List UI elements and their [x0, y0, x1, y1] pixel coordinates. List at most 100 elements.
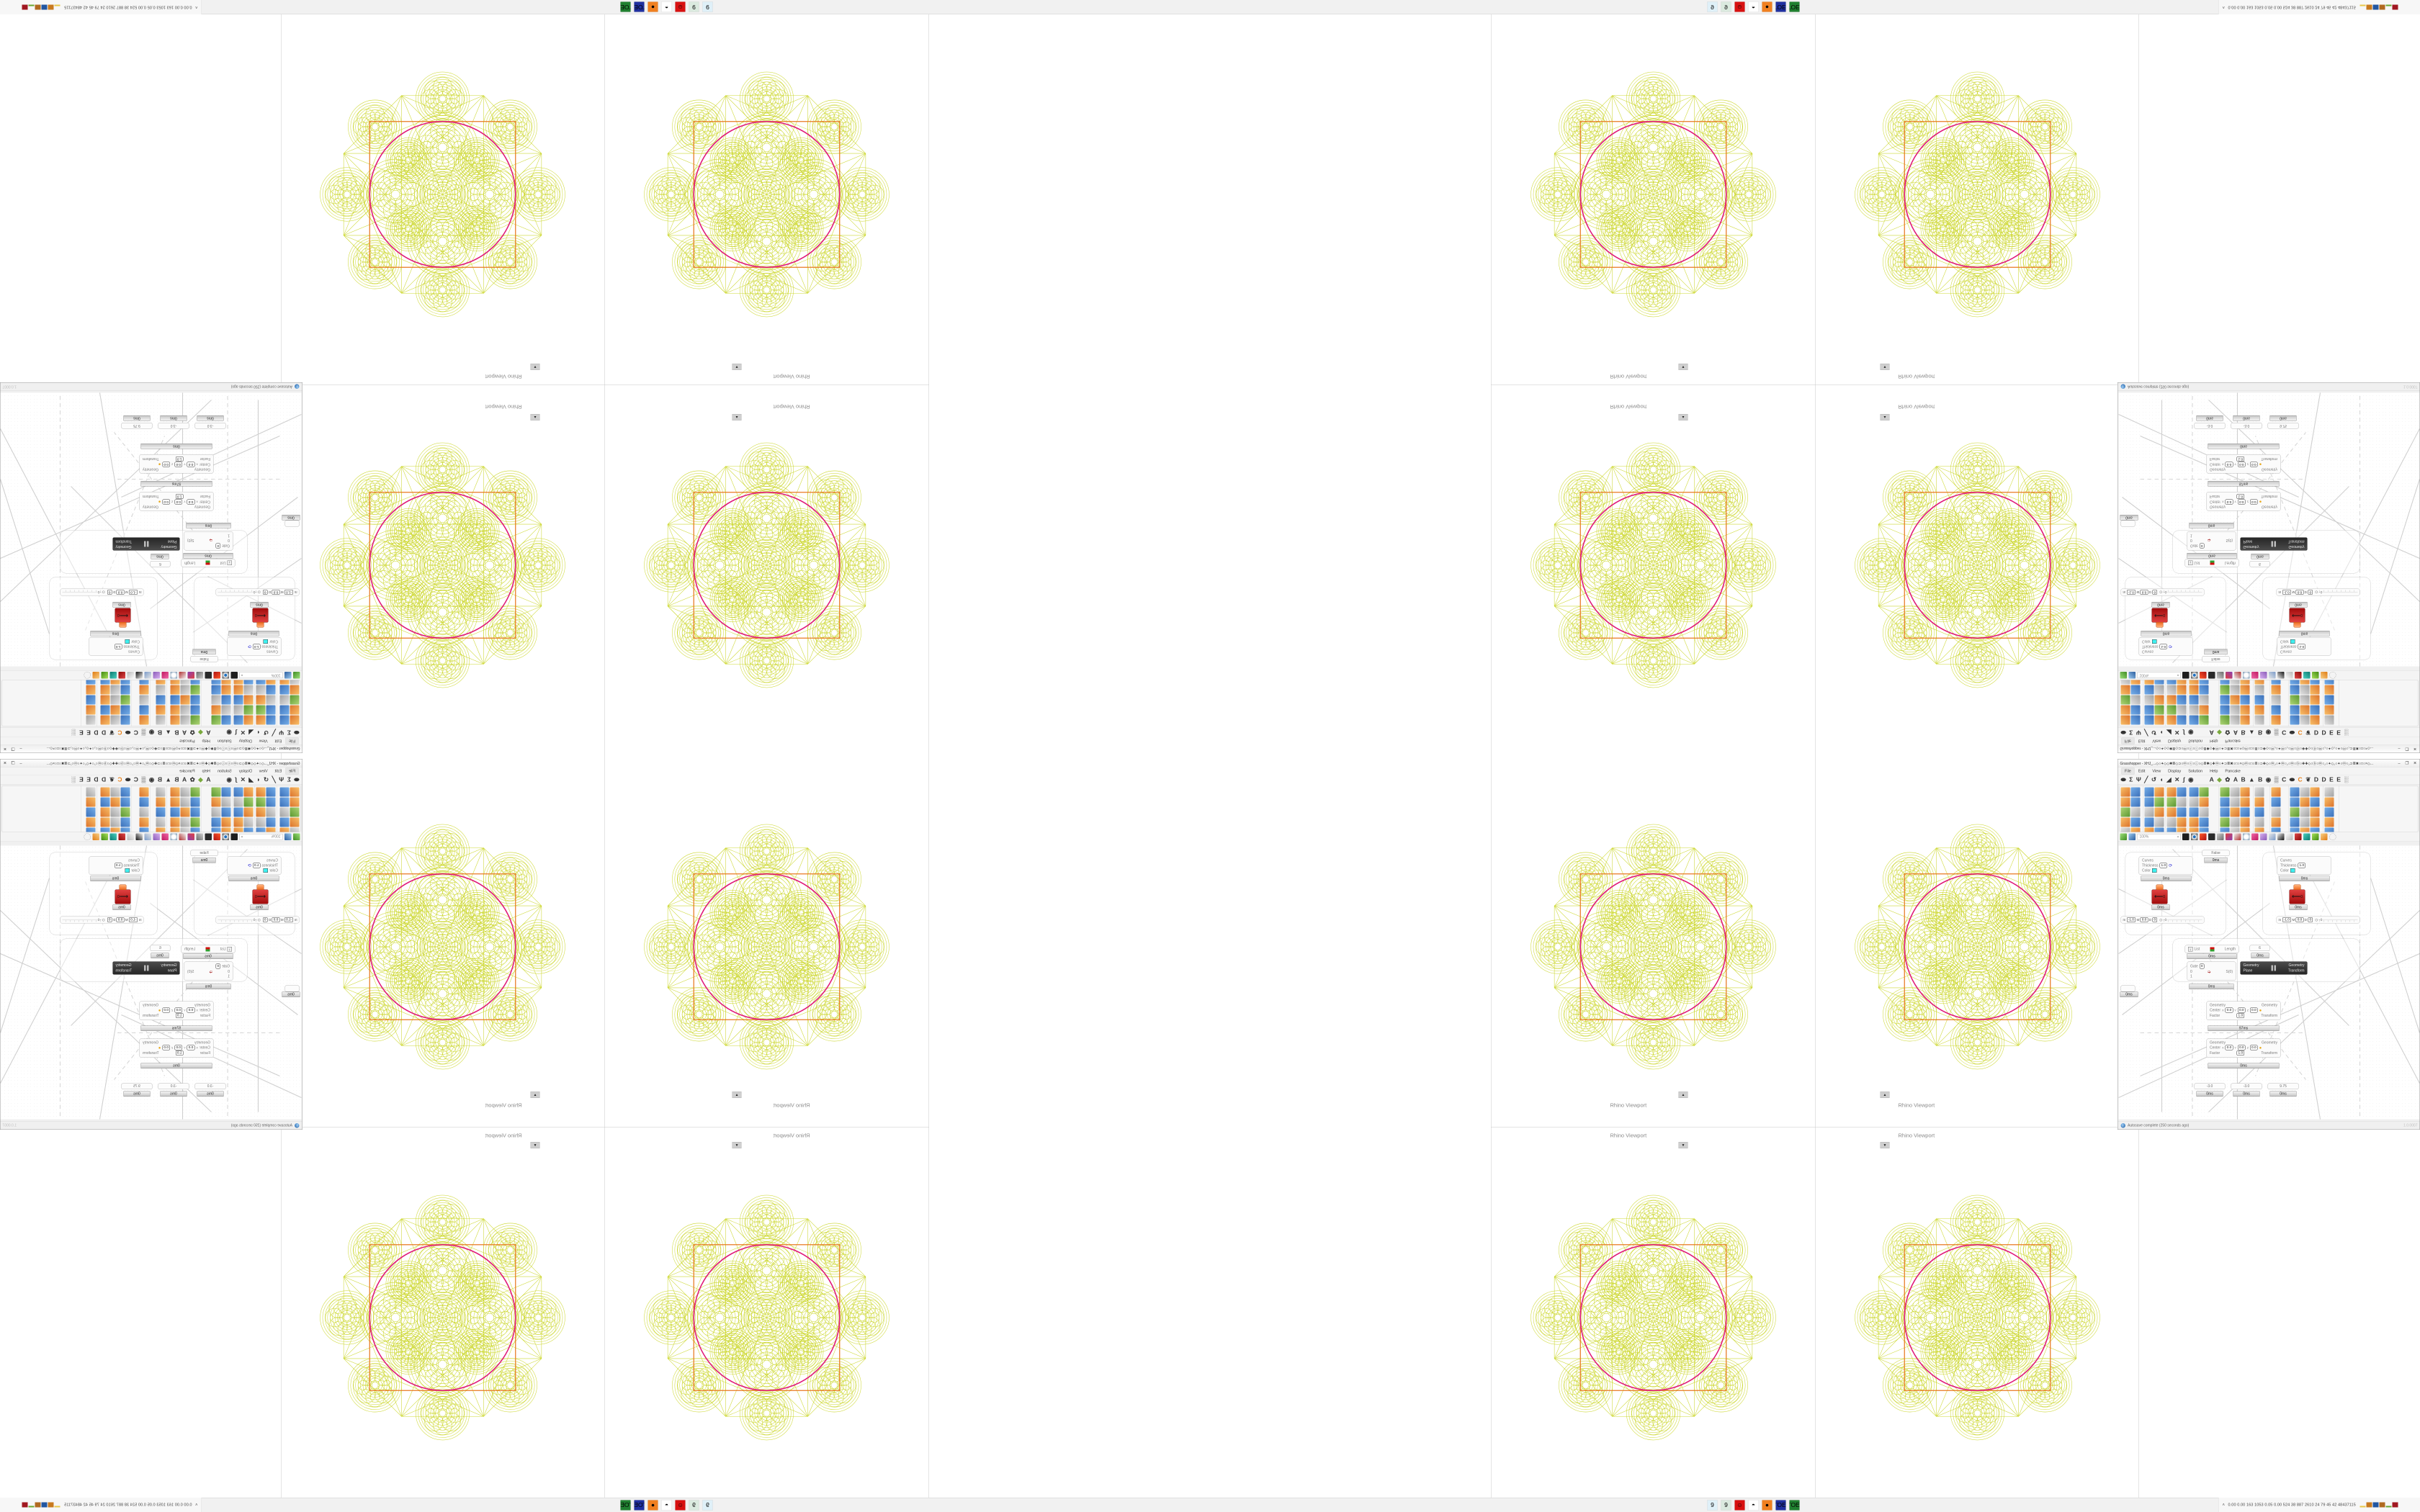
component-icon[interactable] [234, 680, 243, 685]
tab-icon-5[interactable]: ▲ [2249, 729, 2254, 736]
slider-max-value-2[interactable]: 0.0 [117, 917, 125, 922]
ribbon-group-goals-col[interactable]: Goals-Col [2166, 786, 2188, 832]
toolbar-glyph-2[interactable]: Ψ [2136, 777, 2141, 783]
component-icon[interactable] [244, 685, 254, 695]
component-icon[interactable] [2177, 685, 2187, 695]
bake-icon[interactable] [2200, 672, 2207, 679]
component-icon[interactable] [2325, 828, 2334, 833]
component-icon[interactable] [2290, 798, 2300, 807]
toolbar-glyph-0[interactable]: ⬬ [294, 777, 299, 783]
component-icon[interactable] [2220, 798, 2230, 807]
component-icon[interactable] [244, 798, 254, 807]
component-icon[interactable] [222, 818, 231, 827]
component-icon[interactable] [212, 798, 221, 807]
toolbar-glyph-2[interactable]: Ψ [279, 777, 284, 783]
center-y-2[interactable]: 0.0 [174, 1045, 182, 1050]
toolbar-glyph-8[interactable]: ʃ [2183, 777, 2185, 783]
menu-item-pancake[interactable]: Pancake [176, 738, 198, 744]
component-icon[interactable] [212, 680, 221, 685]
scale-node-2[interactable]: Geometry Geometry Center X 0.0 Y 0.0 Z 0… [2207, 454, 2281, 474]
component-icon[interactable] [2290, 818, 2300, 827]
grasshopper-canvas[interactable]: Curves Thickness 1.0 ⟳ Color 0ms [1, 393, 302, 667]
number-param-2[interactable]: -3.0 [2231, 1084, 2262, 1090]
tab-icon-4[interactable]: B [2241, 729, 2246, 736]
component-icon[interactable] [2145, 798, 2154, 807]
tab-icon-3[interactable]: A [182, 729, 187, 736]
slider-track-left[interactable]: -1 [218, 590, 261, 595]
menu-item-display[interactable]: Display [236, 768, 255, 774]
tab-icon-10[interactable]: ⬬ [2290, 729, 2295, 736]
toolbar-glyph-7[interactable]: ✕ [2174, 777, 2179, 783]
scale-node-1[interactable]: Geometry Geometry Center X 0.0 Y 0.0 Z 0… [140, 1002, 214, 1021]
viewport-tab-bl[interactable]: ▼ [1679, 364, 1688, 370]
component-icon[interactable] [2145, 685, 2154, 695]
component-icon[interactable] [156, 788, 166, 797]
gha-icon[interactable] [188, 834, 195, 841]
component-icon[interactable] [2241, 680, 2250, 685]
component-icon[interactable] [212, 788, 221, 797]
component-icon[interactable] [266, 808, 276, 817]
toolbar-glyph-9[interactable]: ◉ [226, 729, 231, 736]
tray-expand-icon[interactable]: ˄ [2223, 1503, 2226, 1508]
disabled-transform-node[interactable]: Geometry Plane Geometry Transform [113, 962, 180, 975]
component-icon[interactable] [2190, 696, 2199, 705]
tab-icon-17[interactable]: ░ [72, 729, 76, 736]
tab-icon-8[interactable]: ▒ [2275, 729, 2279, 736]
component-icon[interactable] [2121, 798, 2130, 807]
component-icon[interactable] [2131, 706, 2141, 715]
component-icon[interactable] [156, 828, 166, 833]
shade-white-icon[interactable] [127, 834, 135, 841]
component-icon[interactable] [290, 716, 300, 725]
component-icon[interactable] [2145, 788, 2154, 797]
windows-taskbar[interactable]: ὚9 ὜9 ☺ ◓ ● ὋE ὋE ˄ 0.00 0.00 163 1053 0.05 0.… [0, 1498, 1210, 1512]
component-icon[interactable] [101, 716, 110, 725]
viewport-tab-bl[interactable]: ▼ [732, 364, 742, 370]
bake-icon[interactable] [214, 672, 221, 679]
kangaroo-solver-right[interactable]: ⟵ 0 [2290, 608, 2305, 623]
rhino-viewport-area[interactable]: Rhino Viewport ▲ Rhino Viewport ▲ Rhino … [281, 756, 929, 1498]
tab-icon-6[interactable]: B [2258, 729, 2262, 736]
menu-item-file[interactable]: File [286, 768, 299, 774]
number-param-2[interactable]: -3.0 [158, 1084, 189, 1090]
preview-teal-icon[interactable] [2303, 672, 2311, 679]
number-slider-left[interactable]: m -1.0 M 0.0 D 0 -1 [216, 917, 300, 924]
thickness-value-right[interactable]: 1.0 [115, 863, 122, 868]
badger-app-icon[interactable]: ◓ [661, 1500, 672, 1511]
component-icon[interactable] [2131, 798, 2141, 807]
viewport-tab-br[interactable]: ▼ [531, 364, 540, 370]
component-icon[interactable] [222, 706, 231, 715]
firefox-app-icon[interactable]: ● [647, 1500, 658, 1511]
grasshopper-canvas[interactable]: Curves Thickness 1.0 ⟳ Color 0ms [1, 846, 302, 1120]
tab-icon-15[interactable]: E [86, 729, 91, 736]
grasshopper-window[interactable]: Grasshopper - XHJ_...◇○✦◇◇✱≣◇⊃○ⓜ○ⓒ○ⓘ○◇≣✱… [2118, 759, 2420, 1130]
component-icon[interactable] [2200, 818, 2209, 827]
cluster-icon[interactable] [2217, 834, 2224, 841]
zoom-level-input[interactable]: 100% [240, 834, 283, 840]
gate-value[interactable]: 0 [2200, 544, 2205, 549]
component-icon[interactable] [181, 680, 190, 685]
solver-toggle-left[interactable] [2156, 622, 2164, 628]
preview-icon[interactable] [223, 834, 230, 841]
component-icon[interactable] [121, 680, 130, 685]
viewport-tab-br[interactable]: ▼ [1881, 1142, 1890, 1148]
slider-decimals[interactable]: 0 [263, 590, 268, 595]
ribbon-group-goals-mesh[interactable]: Goals-Mesh [2219, 786, 2254, 832]
component-icon[interactable] [2167, 808, 2177, 817]
component-icon[interactable] [2190, 808, 2199, 817]
menu-item-solution[interactable]: Solution [214, 768, 235, 774]
component-icon[interactable] [156, 696, 166, 705]
tab-icon-7[interactable]: ◉ [2266, 729, 2271, 736]
component-icon[interactable] [234, 798, 243, 807]
component-icon[interactable] [2177, 798, 2187, 807]
custom-preview-node-left[interactable]: Curves Thickness 1.0 ⟳ Color [228, 857, 282, 876]
cluster-icon[interactable] [197, 834, 204, 841]
component-icon[interactable] [140, 808, 149, 817]
component-icon[interactable] [2190, 828, 2199, 833]
windows-taskbar[interactable]: ὚9 ὜9 ☺ ◓ ● ὋE ὋE ˄ 0.00 0.00 163 1053 0.05 0.… [0, 0, 1210, 14]
stream-gate-node[interactable]: Gate 0 0 ➭ S(0) 1 [2187, 531, 2236, 551]
menu-bar[interactable]: File Edit View Display Solution Help Pan… [2118, 768, 2420, 775]
red-smiley-app-icon[interactable]: ☺ [675, 1, 686, 12]
component-icon[interactable] [2131, 680, 2141, 685]
slider-knob-right[interactable] [102, 919, 105, 922]
component-icon[interactable] [86, 808, 96, 817]
